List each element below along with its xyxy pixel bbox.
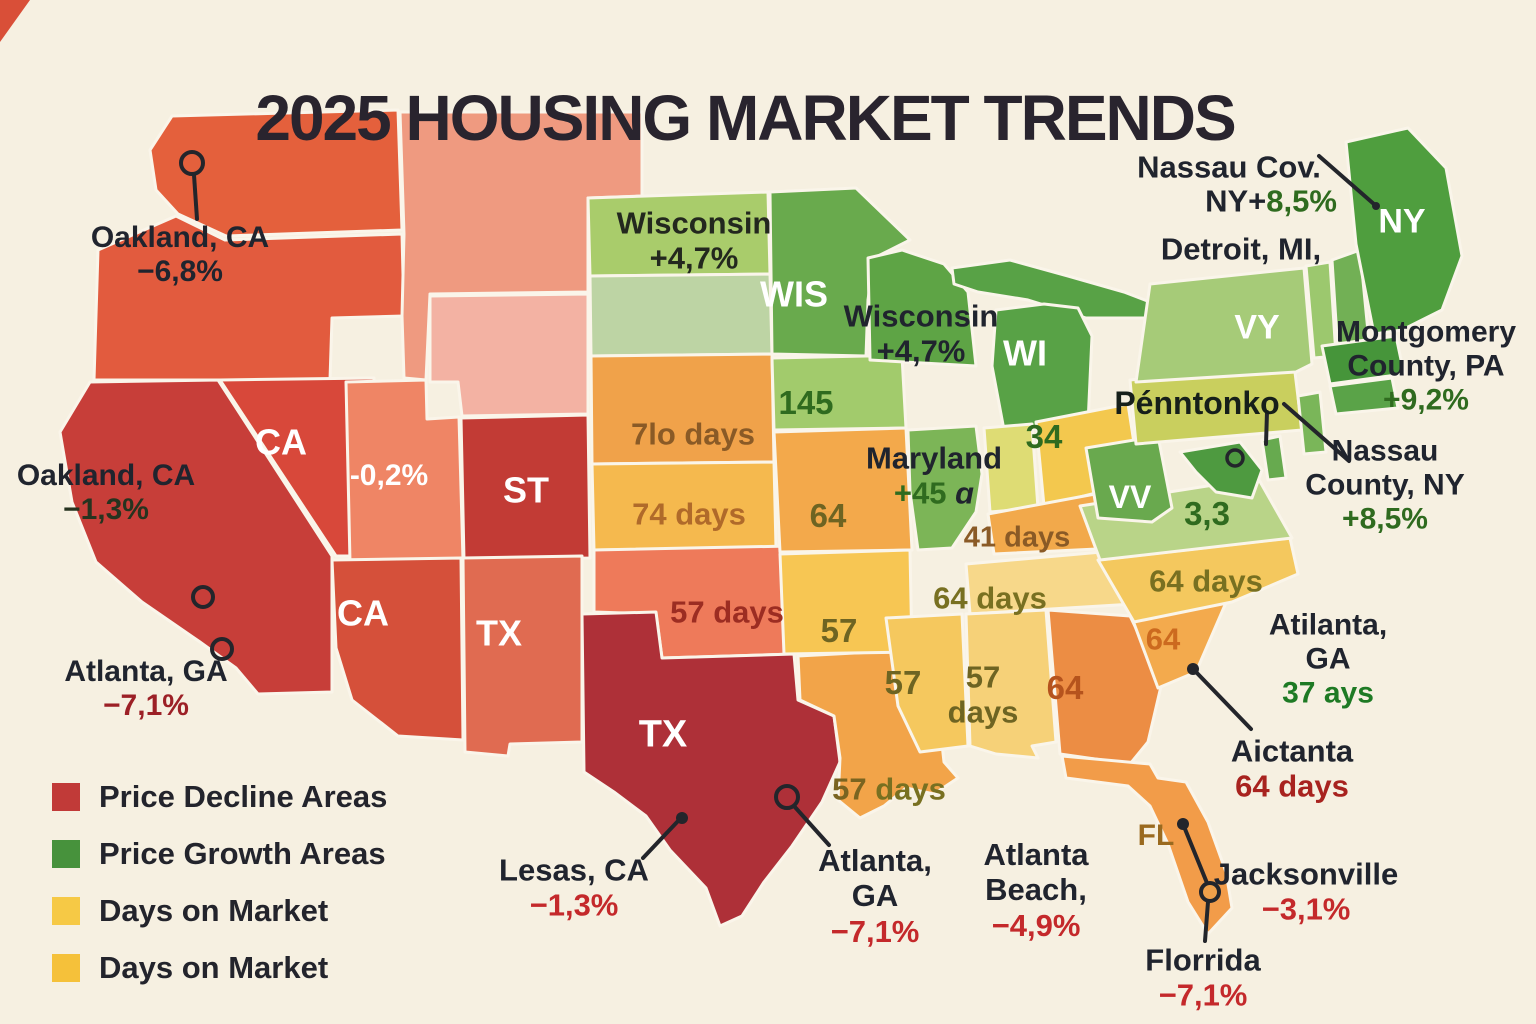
state-kansas [590,460,778,552]
state-corner-accent [0,0,30,42]
pin-jacksonville [1199,881,1221,903]
pin-california-north [191,585,215,609]
pin-washington [179,150,205,176]
state-west-virginia [1084,434,1174,524]
leader-pennsylvania-stub [1264,410,1269,446]
legend-label-days-on-market-2: Days on Market [99,950,329,985]
state-washington [148,108,404,238]
legend-item-price-growth: Price Growth Areas [52,836,387,872]
pin-florida-dot [1177,818,1189,830]
state-south-dakota [588,272,774,358]
legend-label-days-on-market-1: Days on Market [99,893,329,928]
state-alabama [964,608,1058,760]
legend: Price Decline Areas Price Growth Areas D… [52,779,387,986]
legend-item-days-on-market-1: Days on Market [52,893,387,929]
state-wyoming [428,292,590,418]
leader-florrida [1203,900,1210,943]
state-nebraska [589,352,776,466]
pin-south-carolina-dot [1187,663,1199,675]
state-delaware [1260,434,1288,482]
legend-swatch-days-on-market-2 [52,954,80,982]
legend-item-price-decline: Price Decline Areas [52,779,387,815]
state-iowa [770,354,908,432]
state-colorado [459,413,592,562]
pin-texas-dot [676,812,688,824]
state-wisconsin [866,248,978,368]
leader-atlanta-south [792,804,831,847]
legend-item-days-on-market-2: Days on Market [52,950,387,986]
state-indiana [982,422,1040,514]
state-oregon [92,214,406,382]
pin-california-south [210,637,234,661]
legend-swatch-price-growth [52,840,80,868]
state-montana-idaho [398,110,644,382]
leader-lesas [641,818,681,860]
legend-label-price-decline: Price Decline Areas [99,779,388,814]
state-mississippi [884,612,970,754]
state-florida [1060,754,1234,936]
leader-nassau-cov [1317,154,1377,207]
pin-louisiana [774,784,800,810]
state-shapes [0,0,1464,936]
page-title: 2025 HOUSING MARKET TRENDS [255,81,1236,154]
pin-maine-dot [1372,202,1380,210]
state-massachusetts [1320,334,1406,386]
legend-swatch-days-on-market-1 [52,897,80,925]
state-illinois [906,424,984,552]
map-pins [179,150,1380,943]
state-connecticut [1328,376,1400,416]
leader-nassau-county [1282,402,1351,463]
state-texas [580,610,842,928]
leader-aictanta [1194,670,1253,731]
state-utah [344,378,465,564]
legend-label-price-growth: Price Growth Areas [99,836,386,871]
leader-jacksonville [1183,827,1209,885]
pin-washington-stem [192,173,199,221]
state-missouri [772,426,914,554]
state-new-york [1134,266,1314,384]
state-maine [1344,126,1464,336]
state-california [58,378,334,696]
state-new-mexico [461,554,584,758]
state-michigan [990,302,1094,432]
pin-maryland [1225,448,1245,468]
state-north-dakota [586,190,772,278]
legend-swatch-price-decline [52,783,80,811]
state-arizona [330,556,465,742]
state-new-jersey [1296,390,1328,456]
